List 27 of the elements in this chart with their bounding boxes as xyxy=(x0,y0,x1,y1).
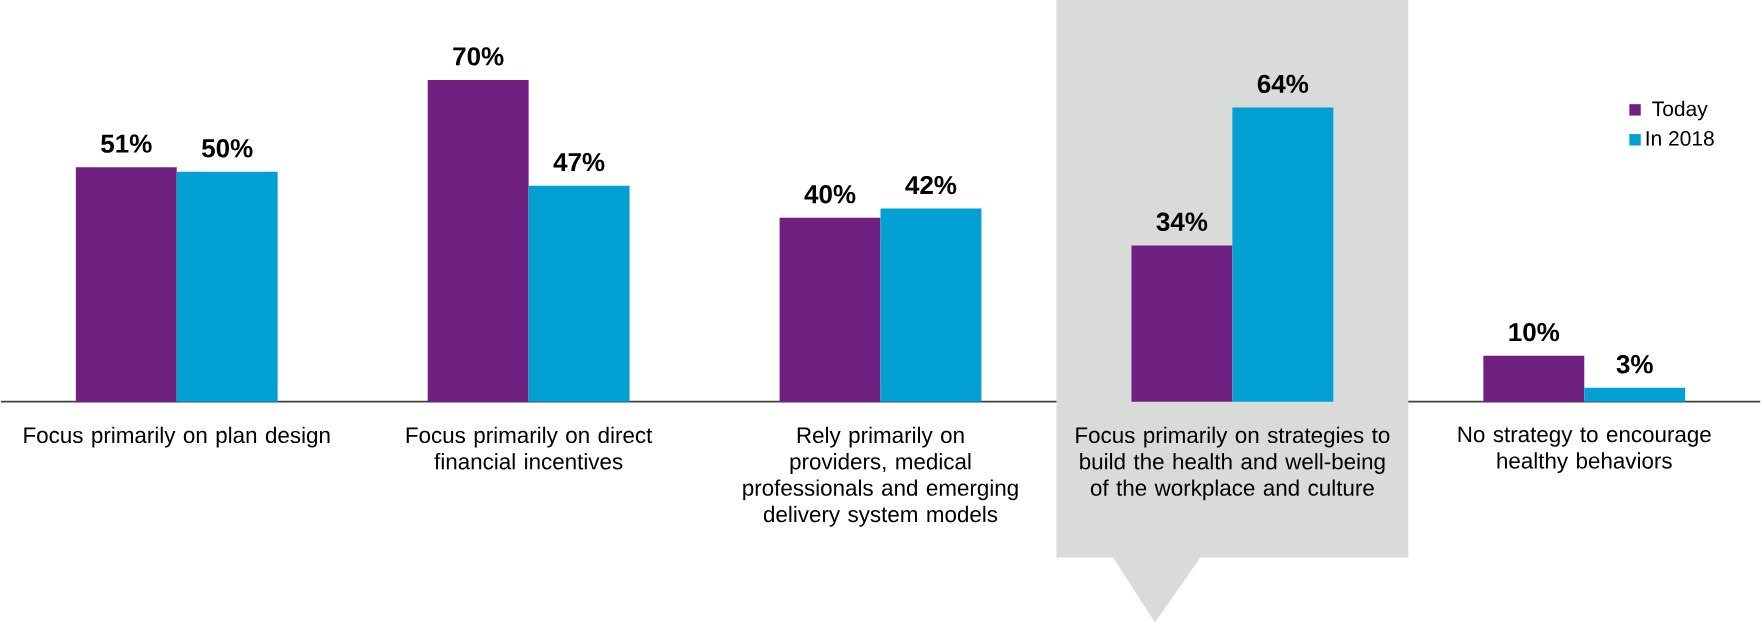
bar xyxy=(75,167,177,402)
x-tick-label: Focus primarily on strategies to build the health and well-being of the workplace and culture xyxy=(1076,426,1390,501)
bar xyxy=(779,217,881,402)
data-label: 40% xyxy=(804,184,856,204)
bar xyxy=(176,171,278,402)
data-label: 34% xyxy=(1156,212,1208,231)
data-label: 70% xyxy=(453,46,504,66)
data-label: 50% xyxy=(202,138,253,158)
x-tick-label: Rely primarily on providers, medical professionals and emerging delivery system models xyxy=(743,426,1018,527)
bar xyxy=(1483,355,1585,402)
bar xyxy=(1232,107,1334,402)
bar xyxy=(1131,245,1233,402)
data-label: 51% xyxy=(101,134,152,153)
data-label: 42% xyxy=(905,175,957,194)
data-label: 10% xyxy=(1509,322,1560,342)
bar xyxy=(427,79,529,402)
bar xyxy=(528,185,630,402)
bar xyxy=(1584,387,1686,402)
x-tick-label: Focus primarily on plan design xyxy=(24,426,330,448)
x-tick-label: No strategy to encourage healthy behaviors xyxy=(1458,426,1711,473)
bar xyxy=(880,208,982,402)
data-label: 3% xyxy=(1616,354,1653,374)
legend-label: In 2018 xyxy=(1646,130,1714,146)
data-label: 47% xyxy=(553,152,605,172)
x-tick-label: Focus primarily on direct financial incentives xyxy=(406,426,653,470)
legend-label: Today xyxy=(1652,100,1708,121)
data-label: 64% xyxy=(1257,74,1309,93)
